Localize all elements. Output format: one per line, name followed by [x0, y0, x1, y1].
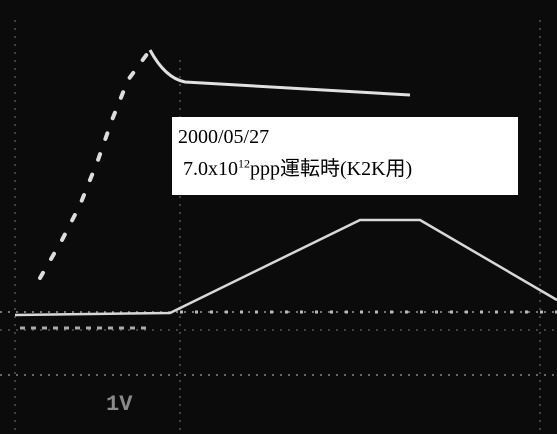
date: 2000/05/27: [178, 121, 512, 153]
traces: [0, 0, 557, 434]
oscilloscope-screen: 2000/05/27 7.0x1012ppp運転時(K2K用) 1V: [0, 0, 557, 434]
intensity-unit: ppp運転時(K2K用): [250, 158, 412, 180]
lower-trace: [15, 220, 557, 315]
upper-trace: [150, 50, 410, 95]
upper-trace-rise: [40, 50, 150, 278]
intensity-mantissa: 7.0x10: [178, 158, 238, 180]
scale-label: 1V: [106, 392, 132, 417]
intensity: 7.0x1012ppp運転時(K2K用): [178, 153, 512, 185]
annotation-box: 2000/05/27 7.0x1012ppp運転時(K2K用): [172, 117, 518, 195]
graticule: [0, 20, 557, 434]
intensity-exponent: 12: [238, 156, 250, 170]
page: {"label": {"date": "2000/05/27", "intens…: [0, 0, 557, 434]
